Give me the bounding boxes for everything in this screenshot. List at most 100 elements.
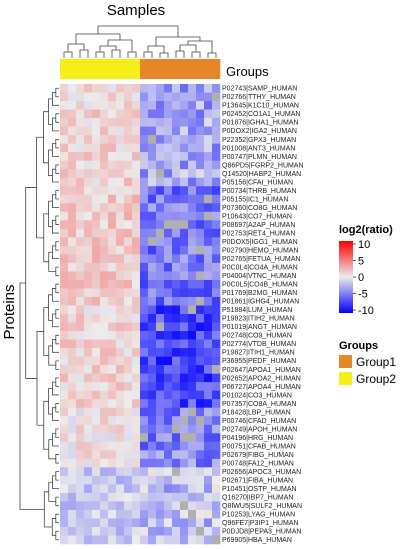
heatmap-cell	[212, 101, 221, 110]
heatmap-cell	[132, 211, 141, 221]
heatmap-cell	[180, 467, 189, 477]
heatmap-cell	[132, 135, 141, 144]
colorbar-tick-label: -10	[358, 305, 374, 317]
heatmap-cell	[76, 509, 85, 519]
heatmap-cell	[172, 416, 181, 426]
heatmap-cell	[172, 92, 181, 102]
heatmap-cell	[100, 492, 109, 502]
heatmap-cell	[164, 296, 173, 306]
heatmap-cell	[204, 211, 213, 221]
heatmap-cell	[76, 535, 85, 545]
heatmap-cell	[100, 509, 109, 519]
protein-label: P02749|APOH_HUMAN	[222, 426, 297, 433]
heatmap-cell	[68, 296, 77, 306]
heatmap-cell	[212, 92, 221, 102]
heatmap-cell	[180, 262, 189, 272]
heatmap-cell	[148, 203, 157, 213]
heatmap-cell	[180, 535, 189, 545]
heatmap-cell	[92, 433, 101, 443]
heatmap-cell	[204, 245, 213, 255]
heatmap-cell	[188, 365, 197, 374]
heatmap-cell	[188, 518, 197, 528]
column-title: Samples	[107, 2, 165, 19]
heatmap-cell	[92, 245, 101, 255]
heatmap-cell	[148, 475, 157, 485]
heatmap-cell	[60, 501, 69, 511]
heatmap-cell	[116, 365, 125, 374]
heatmap-cell	[108, 305, 117, 315]
heatmap-cell	[132, 458, 141, 468]
heatmap-cell	[140, 237, 149, 247]
heatmap-cell	[100, 365, 109, 374]
protein-label: P06727|APOA4_HUMAN	[222, 384, 301, 391]
heatmap-cell	[60, 305, 69, 315]
heatmap-cell	[140, 126, 149, 136]
heatmap-cell	[196, 467, 205, 477]
heatmap-cell	[172, 424, 181, 434]
heatmap-cell	[172, 169, 181, 179]
heatmap-cell	[92, 152, 101, 161]
protein-label: P02656|APOC3_HUMAN	[222, 469, 301, 476]
heatmap-cell	[116, 407, 125, 417]
heatmap-cell	[92, 390, 101, 400]
heatmap-cell	[172, 526, 181, 536]
heatmap-cell	[196, 416, 205, 426]
heatmap-cell	[172, 84, 181, 93]
heatmap-cell	[140, 467, 149, 477]
heatmap-cell	[212, 424, 221, 434]
protein-label: P51884|LUM_HUMAN	[222, 307, 292, 314]
heatmap-cell	[148, 518, 157, 528]
heatmap-cell	[92, 135, 101, 144]
heatmap-cell	[100, 194, 109, 204]
heatmap-cell	[116, 245, 125, 255]
heatmap-cell	[76, 339, 85, 349]
heatmap-cell	[156, 305, 165, 315]
dendrogram-branch	[43, 307, 49, 356]
colorbar-tick-label: 0	[358, 272, 364, 284]
heatmap-cell	[108, 348, 117, 357]
heatmap-cell	[140, 492, 149, 502]
heatmap-cell	[172, 109, 181, 119]
heatmap-cell	[68, 288, 77, 298]
heatmap-cell	[140, 416, 149, 426]
protein-label: P01769|B2MG_HUMAN	[222, 290, 297, 297]
heatmap-cell	[60, 416, 69, 426]
heatmap-cell	[116, 535, 125, 545]
heatmap-cell	[116, 356, 125, 366]
dendrogram-branch	[111, 49, 121, 58]
heatmap-cell	[108, 382, 117, 391]
heatmap-cell	[196, 331, 205, 340]
heatmap-cell	[172, 365, 181, 374]
heatmap-cell	[148, 177, 157, 187]
heatmap-cell	[204, 288, 213, 298]
heatmap-cell	[76, 441, 85, 451]
heatmap-cell	[108, 314, 117, 323]
heatmap-cell	[204, 135, 213, 144]
heatmap-cell	[84, 228, 93, 238]
heatmap-cell	[156, 509, 165, 519]
heatmap-cell	[92, 109, 101, 119]
heatmap-cell	[132, 109, 141, 119]
heatmap-cell	[60, 314, 69, 323]
heatmap-cell	[212, 331, 221, 340]
heatmap-cell	[68, 211, 77, 221]
heatmap-cell	[196, 484, 205, 494]
heatmap-cell	[204, 152, 213, 161]
heatmap-cell	[116, 177, 125, 187]
heatmap-cell	[132, 399, 141, 409]
heatmap-cell	[68, 373, 77, 383]
heatmap-cell	[164, 416, 173, 426]
heatmap-cell	[124, 279, 133, 289]
heatmap-cell	[116, 322, 125, 332]
heatmap-cell	[60, 101, 69, 110]
heatmap-cell	[196, 203, 205, 213]
heatmap-cell	[196, 492, 205, 502]
heatmap-cell	[92, 220, 101, 230]
heatmap-cell	[76, 254, 85, 264]
heatmap-cell	[116, 288, 125, 298]
heatmap-cell	[116, 211, 125, 221]
protein-label: P01008|ANT3_HUMAN	[222, 145, 295, 152]
heatmap-cell	[204, 101, 213, 110]
heatmap-cell	[156, 458, 165, 468]
heatmap-cell	[132, 160, 141, 170]
